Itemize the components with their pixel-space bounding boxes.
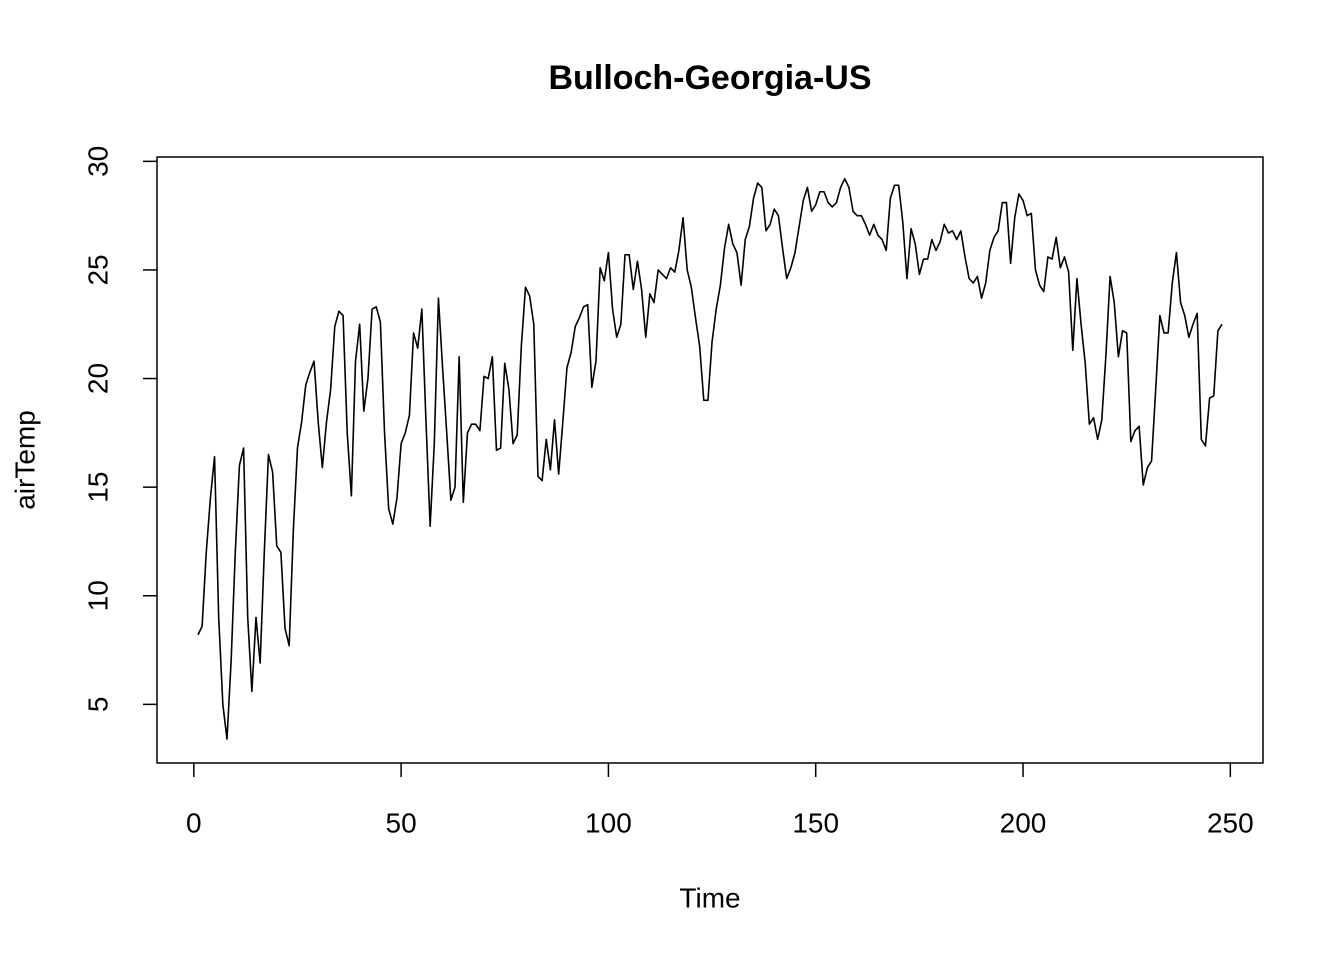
x-axis-label: Time (679, 882, 740, 913)
x-tick-label: 50 (386, 807, 417, 838)
y-tick-label: 10 (82, 580, 113, 611)
plot-box (156, 156, 1264, 764)
y-tick-label: 15 (82, 472, 113, 503)
y-tick-label: 20 (82, 363, 113, 394)
x-tick-label: 200 (1000, 807, 1047, 838)
x-tick-label: 100 (585, 807, 632, 838)
data-line (197, 177, 1223, 740)
y-tick-label: 25 (82, 254, 113, 285)
x-tick-label: 150 (792, 807, 839, 838)
y-tick-label: 30 (82, 146, 113, 177)
y-tick-label: 5 (82, 697, 113, 713)
x-tick-label: 250 (1207, 807, 1254, 838)
chart-title: Bulloch-Georgia-US (548, 59, 871, 97)
x-tick-label: 0 (186, 807, 202, 838)
y-axis-label: airTemp (9, 410, 40, 510)
